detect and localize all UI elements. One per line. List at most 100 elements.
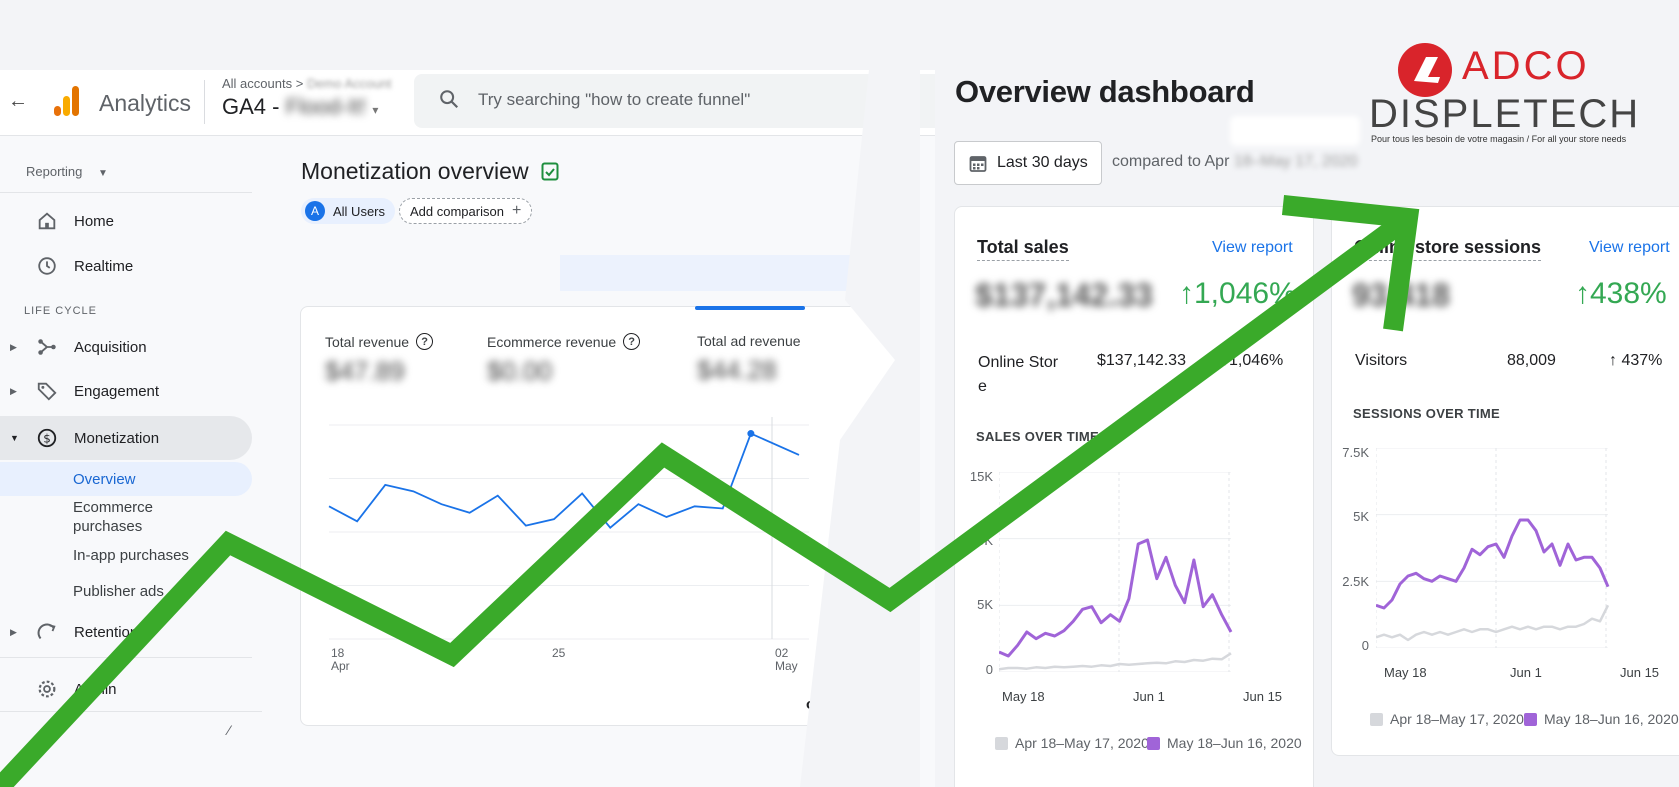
- search-bar[interactable]: [414, 74, 935, 128]
- sales-row-value: $137,142.33: [1097, 352, 1186, 369]
- help-icon[interactable]: ?: [416, 333, 434, 350]
- legend-label: Apr 18–May 17, 2020: [1390, 711, 1524, 727]
- breadcrumb-account[interactable]: Demo Account: [306, 76, 392, 91]
- sales-row-label: Online Stor e: [978, 351, 1058, 399]
- growth-arrow-head: [1281, 195, 1420, 332]
- legend-previous[interactable]: Apr 18–May 17, 2020: [995, 735, 1149, 751]
- view-report-link[interactable]: View report: [1212, 239, 1293, 256]
- page-title: Monetization overview: [301, 158, 559, 185]
- collapse-arrow-icon[interactable]: ▼: [10, 433, 19, 443]
- compared-text: compared to Apr 18–May 17, 2020: [1112, 153, 1358, 171]
- analytics-brand: Analytics: [99, 90, 192, 116]
- help-icon[interactable]: ?: [623, 333, 641, 350]
- sessions-row-change: ↑ 437%: [1609, 352, 1663, 369]
- sidebar-item-retention[interactable]: ▶ Retention: [0, 611, 252, 653]
- sidebar-item-label: Engagement: [74, 382, 160, 400]
- date-range-button[interactable]: Last 30 days: [954, 141, 1102, 185]
- search-icon[interactable]: [438, 88, 460, 110]
- x-tick-label: May 18: [1384, 665, 1427, 680]
- sidebar-item-label: Retention: [74, 623, 139, 641]
- compared-label: compared to Apr: [1112, 153, 1230, 170]
- legend-current[interactable]: May 18–Jun 16, 2020: [1147, 735, 1302, 751]
- dashboard-title: Overview dashboard: [955, 74, 1255, 109]
- x-tick-month: May: [775, 659, 798, 673]
- chevron-down-icon[interactable]: ▾: [372, 103, 379, 117]
- x-tick-label: Jun 15: [1620, 665, 1660, 680]
- sidebar-item-home[interactable]: Home: [0, 200, 252, 242]
- clock-icon: [38, 257, 56, 275]
- sidebar-subitem-ecommerce-purchases[interactable]: Ecommerce purchases: [73, 498, 153, 536]
- sidebar-item-engagement[interactable]: ▶ Engagement: [0, 370, 252, 412]
- gear-icon: [38, 680, 56, 698]
- all-users-chip[interactable]: A All Users: [301, 198, 396, 224]
- expand-arrow-icon[interactable]: ▶: [10, 385, 17, 396]
- logo-wordmark-displetech: DISPLETECH: [1369, 92, 1641, 136]
- y-tick-label: 15K: [969, 469, 993, 484]
- y-tick-label: 0: [985, 662, 993, 677]
- verified-report-icon[interactable]: [541, 161, 559, 181]
- metric-total-revenue[interactable]: Total revenue? $47.89: [325, 333, 434, 387]
- x-tick-day: 18: [331, 646, 345, 660]
- sidebar-item-label: Monetization: [74, 429, 160, 447]
- sessions-card: Online store sessions View report 93,418…: [1331, 206, 1679, 756]
- search-input[interactable]: Try searching "how to create funnel": [478, 90, 751, 109]
- add-comparison-button[interactable]: Add comparison +: [399, 198, 533, 224]
- sidebar-divider: [0, 192, 252, 193]
- reporting-dropdown[interactable]: Reporting ▼: [26, 164, 108, 179]
- sidebar-subitem-inapp-purchases[interactable]: In-app purchases: [73, 547, 189, 564]
- metric-label: Total revenue: [325, 333, 410, 350]
- sidebar-item-label: Realtime: [74, 257, 134, 275]
- sidebar-subitem-label: purchases: [73, 518, 143, 535]
- breadcrumb[interactable]: All accounts > Demo Account: [222, 76, 391, 91]
- x-tick-day: 02: [775, 646, 789, 660]
- legend-swatch: [1147, 736, 1160, 750]
- home-icon: [38, 212, 56, 230]
- acquisition-icon: [38, 339, 56, 355]
- back-arrow-icon[interactable]: ←: [8, 90, 28, 112]
- page-title-text: Monetization overview: [301, 158, 529, 184]
- avatar: A: [305, 201, 325, 221]
- sidebar-item-realtime[interactable]: Realtime: [0, 245, 252, 287]
- sessions-over-time-chart: [1376, 448, 1610, 648]
- legend-current[interactable]: May 18–Jun 16, 2020: [1524, 711, 1679, 727]
- redacted-area: [1230, 116, 1360, 146]
- x-tick-label: Jun 1: [1510, 665, 1542, 680]
- sidebar-subitem-overview[interactable]: Overview: [0, 462, 252, 496]
- section-label: SALES OVER TIME: [976, 429, 1099, 444]
- series-line: [999, 538, 1233, 658]
- tag-icon: [37, 382, 57, 401]
- y-tick-label: 5K: [977, 597, 993, 612]
- total-sales-value: $137,142.33: [975, 277, 1153, 313]
- property-selector[interactable]: GA4 - Flood-It! ▾: [222, 94, 378, 120]
- breadcrumb-all-accounts[interactable]: All accounts: [222, 76, 293, 91]
- y-tick-label: 2.5K: [1342, 574, 1369, 589]
- y-tick-label: 5K: [1353, 509, 1369, 524]
- header-divider: [204, 80, 205, 124]
- series-line: [999, 652, 1232, 671]
- growth-arrow-line: [0, 209, 1414, 787]
- dollar-icon: $: [37, 428, 57, 448]
- top-app-bar: ← Analytics All accounts > Demo Account …: [0, 70, 935, 136]
- sidebar-item-monetization[interactable]: ▼ $ Monetization: [0, 416, 252, 460]
- metric-ad-revenue[interactable]: Total ad revenue $44.28: [697, 333, 801, 386]
- property-prefix: GA4 -: [222, 94, 280, 119]
- sidebar-item-acquisition[interactable]: ▶ Acquisition: [0, 326, 252, 368]
- date-range-label: Last 30 days: [997, 154, 1088, 171]
- retention-icon: [37, 623, 56, 640]
- card-title: Total sales: [977, 237, 1069, 261]
- sidebar-item-label: Home: [74, 212, 115, 230]
- legend-label: Apr 18–May 17, 2020: [1015, 735, 1149, 751]
- x-tick-label: May 18: [1002, 689, 1045, 704]
- legend-previous[interactable]: Apr 18–May 17, 2020: [1370, 711, 1524, 727]
- collapse-sidebar-icon[interactable]: ⁄: [228, 722, 231, 738]
- compared-range: 18–May 17, 2020: [1233, 153, 1358, 170]
- expand-arrow-icon[interactable]: ▶: [10, 626, 17, 637]
- metric-ecommerce-revenue[interactable]: Ecommerce revenue? $0.00: [487, 333, 641, 387]
- adco-logo-icon: [1398, 43, 1452, 97]
- sidebar-subitem-publisher-ads[interactable]: Publisher ads: [73, 583, 164, 600]
- view-report-link[interactable]: View report: [1589, 239, 1670, 256]
- plus-icon: +: [511, 202, 522, 219]
- banner-strip: [560, 255, 896, 291]
- y-tick-label: 0: [1361, 638, 1369, 653]
- expand-arrow-icon[interactable]: ▶: [10, 341, 17, 352]
